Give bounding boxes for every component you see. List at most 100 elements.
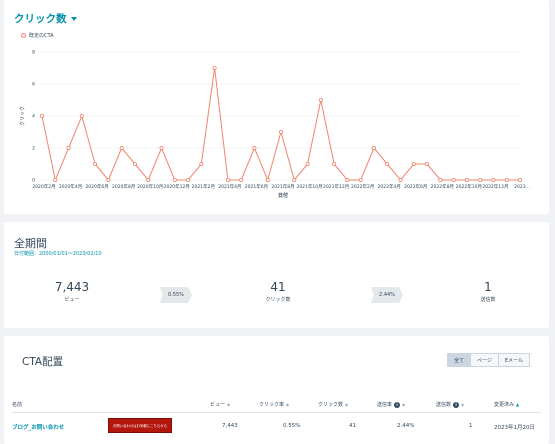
clicks-value: 41 (270, 280, 286, 294)
filter-page-button[interactable]: ページ (470, 353, 499, 367)
data-point (425, 161, 430, 166)
summary-card: 全期間 日付範囲：2000/01/01〜2023/02/10 7,443 ビュー… (4, 222, 549, 328)
sort-icon: ◆ (227, 402, 231, 407)
chart-title: クリック数 (14, 13, 67, 25)
data-point (398, 177, 403, 182)
data-point (358, 177, 363, 182)
data-point (371, 145, 376, 150)
data-point (252, 145, 257, 150)
x-axis-label: 日付 (278, 192, 288, 199)
sort-icon: ◆ (461, 402, 465, 407)
y-tick-label: 4 (32, 114, 35, 120)
column-header-submit-rate[interactable]: 送信率 i ◆ (377, 401, 406, 408)
column-header-name[interactable]: 名前 (12, 402, 23, 408)
cta-preview-button[interactable]: お問い合わせはお気軽にこちらから (108, 418, 172, 433)
submissions-metric: 1 送信数 (460, 280, 516, 303)
submissions-label: 送信数 (480, 297, 496, 303)
x-tick-label: 2021年10月 (296, 183, 322, 190)
column-header-views[interactable]: ビュー ◆ (210, 402, 231, 408)
column-header-clicks[interactable]: クリック数 ◆ (318, 402, 349, 408)
series-line (41, 67, 520, 182)
data-point (53, 177, 58, 182)
data-point (411, 161, 416, 166)
data-point (186, 177, 191, 182)
table-title: CTA配置 (22, 356, 64, 368)
data-point (40, 114, 45, 119)
cta-name-link[interactable]: ブログ_お問い合わせ (12, 425, 65, 431)
data-point (119, 145, 124, 150)
data-point (106, 177, 111, 182)
cell-click-rate: 0.55% (283, 423, 301, 429)
views-metric: 7,443 ビュー (42, 280, 102, 303)
x-tick-label: 2021年2月 (192, 183, 215, 190)
data-point (212, 66, 217, 71)
cta-placement-card: CTA配置 全て ページ Eメール 名前 ビュー ◆ クリック率 ◆ クリック数… (4, 336, 549, 444)
x-tick-label: 2022年6月 (404, 183, 427, 190)
date-range: 日付範囲：2000/01/01〜2023/02/10 (14, 251, 102, 257)
y-axis-label: クリック (20, 106, 26, 126)
data-point (278, 129, 283, 134)
y-tick-label: 6 (32, 82, 35, 88)
submit-rate-value: 2.44% (379, 292, 395, 298)
chart-metric-dropdown[interactable]: クリック数 (14, 11, 77, 26)
cell-views: 7,443 (222, 423, 238, 429)
column-header-click-rate[interactable]: クリック率 ◆ (259, 402, 290, 408)
legend-marker-icon (21, 33, 26, 38)
x-tick-label: 2022年10月 (456, 183, 482, 190)
x-tick-label: 2023... (514, 184, 530, 190)
data-point (305, 161, 310, 166)
data-point (239, 177, 244, 182)
cell-submit-rate: 2.44% (397, 423, 415, 429)
data-point (385, 161, 390, 166)
y-tick-label: 8 (32, 50, 35, 56)
data-point (451, 177, 456, 182)
filter-email-button[interactable]: Eメール (497, 353, 531, 367)
data-point (345, 177, 350, 182)
data-point (93, 161, 98, 166)
data-point (292, 177, 297, 182)
submit-rate-arrow: 2.44% (371, 287, 403, 303)
x-tick-label: 2020年10月 (137, 183, 163, 190)
column-header-submissions[interactable]: 送信数 i ◆ (436, 401, 465, 408)
x-tick-label: 2020年12月 (164, 183, 190, 190)
info-icon[interactable]: i (453, 401, 460, 408)
data-point (438, 177, 443, 182)
data-point (518, 177, 523, 182)
sort-icon: ◆ (286, 402, 290, 407)
click-rate-arrow: 0.55% (160, 287, 192, 303)
filter-toggle-group: 全て ページ Eメール (447, 353, 531, 367)
views-label: ビュー (64, 297, 80, 303)
x-tick-label: 2020年2月 (32, 183, 55, 190)
views-value: 7,443 (54, 280, 90, 294)
data-point (66, 145, 71, 150)
x-tick-label: 2022年2月 (351, 183, 374, 190)
data-point (265, 177, 270, 182)
x-tick-label: 2020年6月 (85, 183, 108, 190)
click-rate-value: 0.55% (168, 292, 184, 298)
legend-label: 既定のCTA (29, 33, 54, 39)
data-point (478, 177, 483, 182)
data-point (146, 177, 151, 182)
info-icon[interactable]: i (394, 401, 401, 408)
x-tick-label: 2021年4月 (218, 183, 241, 190)
x-tick-label: 2022年4月 (378, 183, 401, 190)
chart-legend: 既定のCTA (21, 32, 54, 39)
data-point (318, 98, 323, 103)
data-point (504, 177, 509, 182)
header-divider (12, 412, 541, 413)
filter-all-button[interactable]: 全て (447, 353, 472, 367)
x-tick-label: 2021年8月 (271, 183, 294, 190)
clicks-label: クリック数 (265, 297, 291, 303)
data-point (332, 161, 337, 166)
x-tick-label: 2022年8月 (431, 183, 454, 190)
summary-title: 全期間 (14, 237, 47, 250)
data-point (225, 177, 230, 182)
sort-ascending-icon: ▲ (516, 402, 520, 407)
chevron-down-icon (70, 17, 77, 21)
data-point (79, 114, 84, 119)
data-point (172, 177, 177, 182)
x-tick-label: 2022年12月 (482, 183, 508, 190)
x-tick-label: 2021年12月 (323, 183, 349, 190)
column-header-modified[interactable]: 変更済み ▲ (494, 402, 520, 408)
x-tick-label: 2020年8月 (112, 183, 135, 190)
